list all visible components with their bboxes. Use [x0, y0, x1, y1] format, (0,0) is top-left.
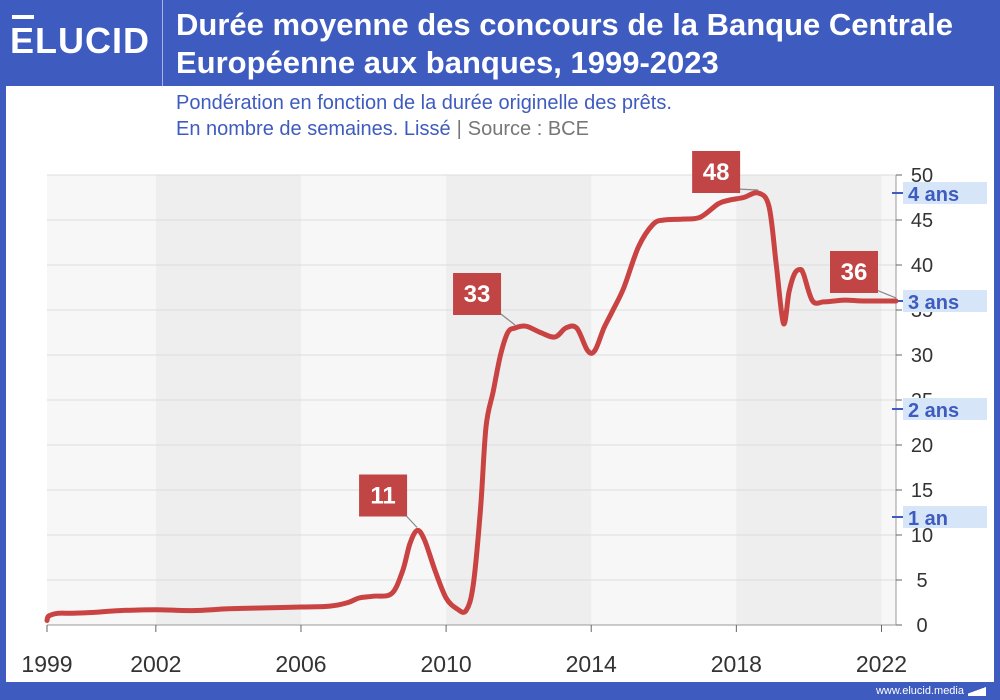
- reference-label: 2 ans: [908, 400, 959, 422]
- x-tick-label: 2010: [421, 651, 472, 677]
- reference-label: 4 ans: [908, 184, 959, 206]
- series-line: [44, 190, 899, 623]
- y-tick-label: 30: [911, 345, 933, 367]
- reference-label-bg: [903, 182, 987, 204]
- annotation-box: [692, 151, 741, 193]
- subtitle-separator: |: [456, 118, 462, 140]
- y-tick-label: 15: [911, 480, 933, 502]
- chart-title: Durée moyenne des concours de la Banque …: [176, 7, 953, 80]
- reference-label-bg: [903, 506, 987, 528]
- logo-text: ELUCID: [10, 20, 150, 61]
- subtitle-line-1: Pondération en fonction de la durée orig…: [176, 92, 672, 114]
- annotation-label: 36: [841, 259, 868, 286]
- subtitle-line-2: En nombre de semaines. Lissé | Source : BC…: [176, 116, 976, 142]
- footer-url[interactable]: www.elucid.media: [875, 685, 964, 697]
- x-tick-label: 2022: [856, 651, 907, 677]
- reference-label-bg: [903, 290, 987, 312]
- footer: www.elucid.media: [876, 684, 986, 698]
- annotation-box: [453, 273, 502, 315]
- header: ELUCID Durée moyenne des concours de la …: [0, 0, 1000, 86]
- elucid-logo[interactable]: ELUCID: [10, 15, 154, 62]
- x-tick-label: 2006: [275, 651, 326, 677]
- footer-logo-icon: [968, 686, 986, 697]
- y-tick-label: 0: [916, 615, 927, 637]
- reference-label: 3 ans: [908, 292, 959, 314]
- header-divider: [162, 0, 163, 86]
- source-label: Source : BCE: [467, 118, 589, 140]
- y-tick-label: 45: [911, 210, 933, 232]
- reference-label: 1 an: [908, 508, 948, 530]
- annotation-label: 11: [370, 483, 395, 510]
- annotation-label: 33: [464, 281, 491, 308]
- annotation-box: [359, 474, 408, 517]
- reference-label-bg: [903, 398, 987, 420]
- annotation-box: [830, 251, 878, 293]
- x-tick-label: 1999: [21, 651, 72, 677]
- y-tick-label: 40: [911, 255, 933, 277]
- y-tick-label: 50: [911, 165, 933, 187]
- x-tick-label: 2002: [130, 651, 181, 677]
- y-tick-label: 10: [911, 525, 933, 547]
- y-tick-label: 20: [911, 435, 933, 457]
- subtitle-units: En nombre de semaines. Lissé: [176, 118, 451, 140]
- chart-subtitle: Pondération en fonction de la durée orig…: [176, 90, 976, 142]
- x-tick-label: 2018: [711, 651, 762, 677]
- y-tick-label: 5: [916, 570, 927, 592]
- logo-accent: [12, 15, 34, 19]
- annotation-label: 48: [703, 159, 730, 186]
- x-tick-label: 2014: [566, 651, 617, 677]
